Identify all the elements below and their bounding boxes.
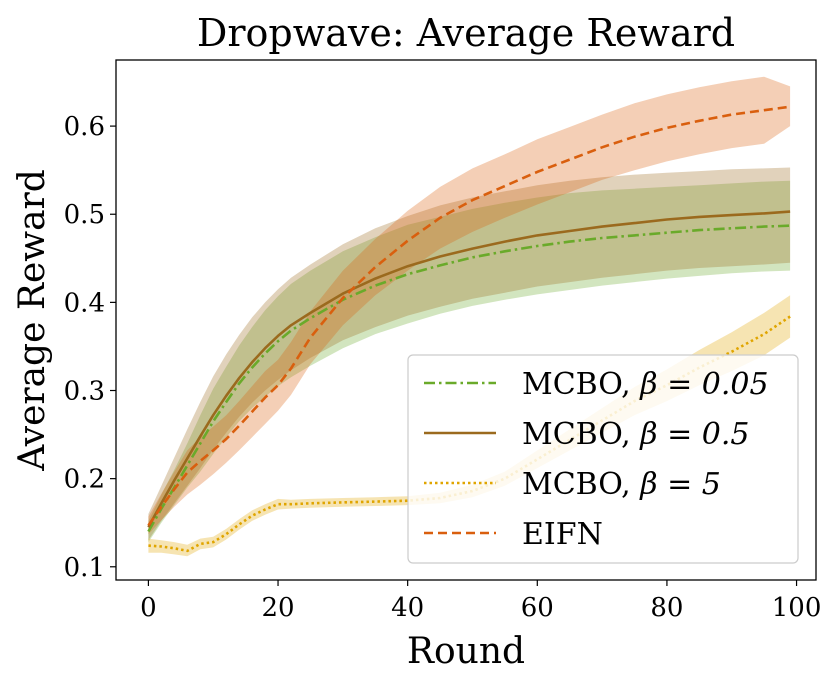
x-tick-label: 0 — [140, 593, 157, 623]
series-line-3 — [147, 105, 791, 527]
legend-label: MCBO, — [522, 367, 640, 402]
legend-label: MCBO, — [522, 467, 640, 502]
legend-entry: MCBO, β = 5 — [522, 467, 721, 502]
y-tick-label: 0.4 — [64, 288, 105, 318]
legend-entry: MCBO, β = 0.05 — [522, 367, 769, 402]
x-tick-label: 100 — [772, 593, 822, 623]
series-line-1 — [147, 210, 791, 528]
legend-box — [407, 354, 799, 564]
x-tick-label: 40 — [391, 593, 424, 623]
y-tick-label: 0.5 — [64, 200, 105, 230]
series-line-0 — [147, 224, 791, 533]
y-tick-label: 0.3 — [64, 377, 105, 407]
y-tick-label: 0.1 — [64, 553, 105, 583]
axes: 0 20 40 60 80 100 0.1 0.2 0.3 0.4 0.5 0.6 — [64, 59, 822, 623]
legend-label: MCBO, — [522, 417, 640, 452]
axes-frame — [115, 59, 817, 581]
chart-title: Dropwave: Average Reward — [197, 11, 735, 55]
series-band-3 — [148, 76, 791, 535]
plot-area — [147, 76, 791, 557]
series-line-2 — [148, 315, 791, 553]
legend-math: β = 5 — [639, 467, 721, 502]
legend-entry: EIFN — [522, 517, 603, 552]
legend-entry: MCBO, β = 0.5 — [522, 417, 749, 452]
x-tick-label: 60 — [521, 593, 554, 623]
x-tick-label: 80 — [650, 593, 683, 623]
series-band-0 — [148, 180, 791, 543]
series-band-1 — [148, 167, 791, 541]
legend-math: β = 0.05 — [639, 367, 768, 402]
y-tick-label: 0.2 — [64, 465, 105, 495]
x-tick-label: 20 — [261, 593, 294, 623]
legend-label: EIFN — [522, 517, 603, 552]
x-axis-label: Round — [407, 631, 525, 672]
y-axis-label: Average Reward — [12, 169, 53, 472]
legend-math: β = 0.5 — [639, 417, 749, 452]
y-tick-label: 0.6 — [64, 112, 105, 142]
